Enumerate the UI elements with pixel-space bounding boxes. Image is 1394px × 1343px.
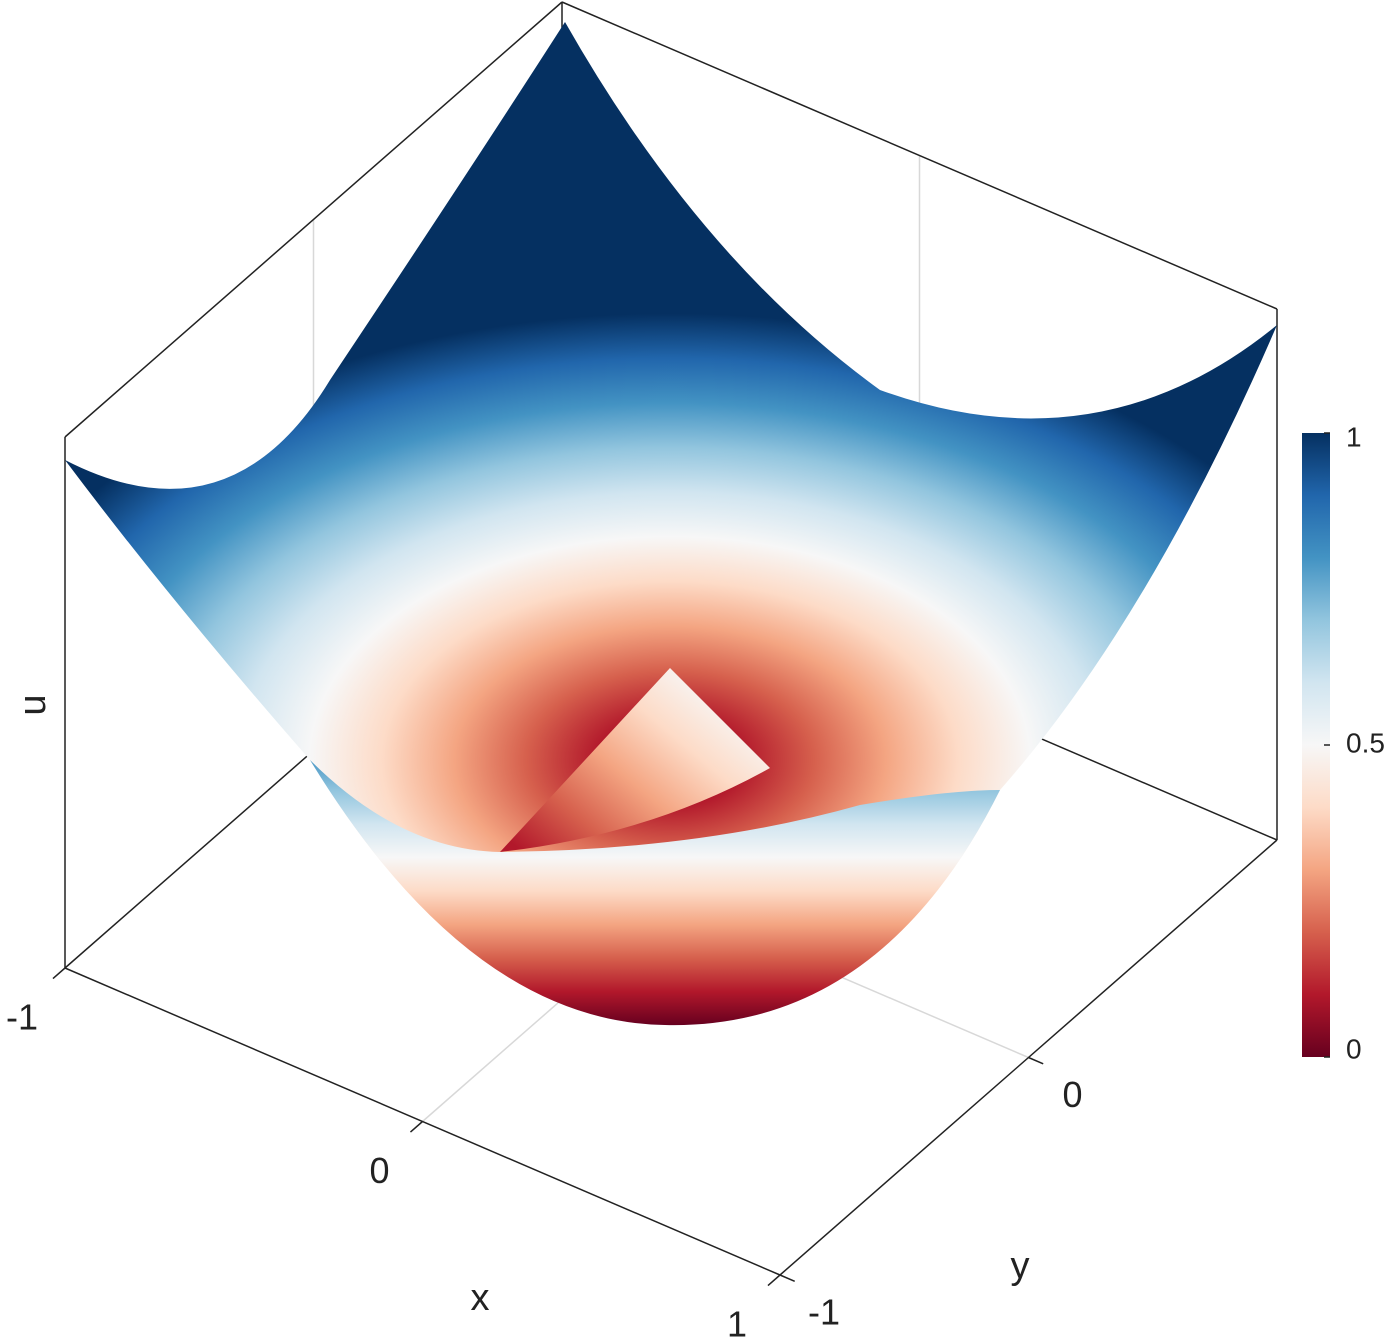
y-tick-label: 0 bbox=[1062, 1074, 1082, 1115]
axes bbox=[52, 839, 1278, 1287]
x-tick-label: 1 bbox=[727, 1304, 747, 1343]
x-tick-label: -1 bbox=[6, 997, 38, 1038]
surface bbox=[65, 22, 1277, 1026]
x-tick bbox=[767, 1274, 781, 1287]
x-tick bbox=[52, 967, 66, 980]
surface-back bbox=[65, 22, 1277, 1026]
surface-fold bbox=[500, 668, 770, 852]
box-edge bbox=[64, 1, 563, 438]
colorbar-tick-label: 1 bbox=[1346, 421, 1362, 452]
x-tick-label: 0 bbox=[369, 1150, 389, 1191]
surface-front bbox=[310, 760, 1000, 1026]
box-edge bbox=[561, 1, 1278, 310]
y-tick-label: -1 bbox=[808, 1292, 840, 1333]
colorbar-tick-label: 0.5 bbox=[1346, 727, 1385, 758]
colorbar-tick-label: 0 bbox=[1346, 1033, 1362, 1064]
y-tick bbox=[1028, 1056, 1044, 1065]
x-axis-label: x bbox=[471, 1277, 490, 1319]
y-axis-label: y bbox=[1011, 1245, 1030, 1287]
x-tick bbox=[409, 1120, 423, 1133]
z-axis-label: u bbox=[12, 694, 54, 715]
y-tick bbox=[779, 1274, 795, 1283]
